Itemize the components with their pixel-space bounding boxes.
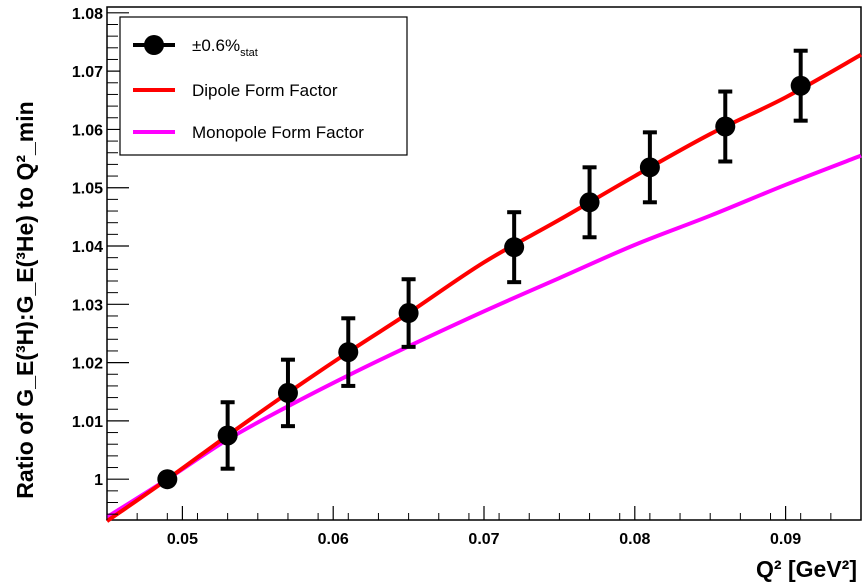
x-tick-label: 0.06 <box>318 531 349 548</box>
data-point <box>579 192 600 213</box>
data-point <box>338 342 359 363</box>
data-point <box>715 116 736 137</box>
x-tick-label: 0.08 <box>619 531 650 548</box>
y-tick-label: 1.06 <box>72 122 103 139</box>
y-tick-label: 1.05 <box>72 181 103 198</box>
legend-label-subscript: stat <box>240 47 258 59</box>
legend-label: Monopole Form Factor <box>192 123 364 142</box>
legend-label: Dipole Form Factor <box>192 81 338 100</box>
data-point <box>639 157 660 178</box>
x-tick-label: 0.09 <box>770 531 801 548</box>
y-tick-label: 1.04 <box>72 239 103 256</box>
data-point <box>398 303 419 324</box>
data-point <box>504 237 525 258</box>
y-tick-label: 1.02 <box>72 356 103 373</box>
y-tick-label: 1.01 <box>72 414 103 431</box>
y-axis-title: Ratio of G_E(³H):G_E(³He) to Q²_min <box>12 101 38 498</box>
y-tick-label: 1 <box>94 472 103 489</box>
data-point <box>277 382 298 403</box>
y-tick-label: 1.08 <box>72 6 103 23</box>
points-layer <box>157 48 811 490</box>
y-tick-label: 1.03 <box>72 297 103 314</box>
x-tick-label: 0.05 <box>167 531 198 548</box>
data-point <box>157 469 178 490</box>
x-axis-title: Q² [GeV²] <box>756 556 857 582</box>
data-point <box>790 75 811 96</box>
legend-swatch-marker <box>144 35 164 55</box>
data-point <box>217 425 238 446</box>
ticks-layer: 0.05 0.06 0.07 0.08 0.09 1 1.01 1.02 1.03 1.04 1.0… <box>72 6 862 548</box>
x-tick-label: 0.07 <box>468 531 499 548</box>
y-tick-label: 1.07 <box>72 64 103 81</box>
